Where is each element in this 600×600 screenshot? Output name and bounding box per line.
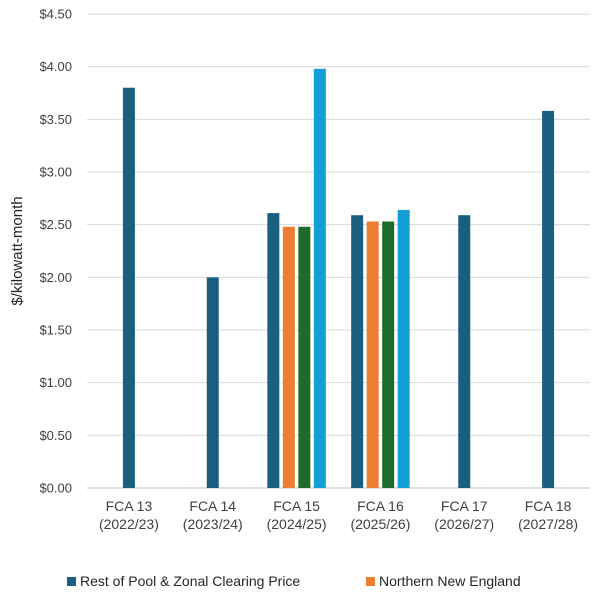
legend: Rest of Pool & Zonal Clearing Price North… [67,573,521,589]
x-tick-label: FCA 14 (2023/24) [183,498,243,532]
legend-label: Northern New England [379,573,521,589]
legend-label: Rest of Pool & Zonal Clearing Price [80,573,300,589]
gridlines [87,13,590,489]
bar-1-fca-13 [122,87,135,488]
x-tick-label: FCA 17 (2026/27) [434,498,494,532]
y-tick-label: $2.50 [39,217,72,232]
y-tick-label: $4.50 [39,7,72,22]
x-tick-label: FCA 18 (2027/28) [518,498,578,532]
y-tick-label: $2.00 [39,270,72,285]
legend-swatch [366,577,375,586]
bar-4-fca-16 [397,209,410,489]
bar-2-fca-15 [282,226,295,489]
bar-1-fca-18 [542,110,555,488]
x-tick-label: FCA 16 (2025/26) [350,498,410,532]
legend-swatch [67,577,76,586]
y-axis-ticks: $0.00 $0.50 $1.00 $1.50 $2.00 $2.50 $3.00 $3.50… [39,7,72,496]
bar-3-fca-15 [298,226,311,489]
bar-1-fca-14 [206,277,219,488]
bars [122,68,555,489]
bar-2-fca-16 [366,221,379,489]
legend-item: Rest of Pool & Zonal Clearing Price [67,573,300,589]
bar-1-fca-17 [458,215,471,489]
y-tick-label: $1.50 [39,323,72,338]
y-tick-label: $1.00 [39,375,72,390]
y-tick-label: $0.50 [39,428,72,443]
y-tick-label: $0.00 [39,481,72,496]
bar-3-fca-16 [382,221,395,489]
x-axis-ticks: FCA 13 (2022/23) FCA 14 (2023/24) FCA 15 (202… [99,498,578,532]
y-tick-label: $3.50 [39,112,72,127]
bar-1-fca-16 [351,215,364,489]
bar-4-fca-15 [313,68,326,489]
y-tick-label: $4.00 [39,59,72,74]
y-axis-title: $/kilowatt-month [9,196,26,305]
x-tick-label: FCA 15 (2024/25) [267,498,327,532]
y-tick-label: $3.00 [39,165,72,180]
x-tick-label: FCA 13 (2022/23) [99,498,159,532]
legend-item: Northern New England [366,573,521,589]
bar-1-fca-15 [267,213,280,488]
